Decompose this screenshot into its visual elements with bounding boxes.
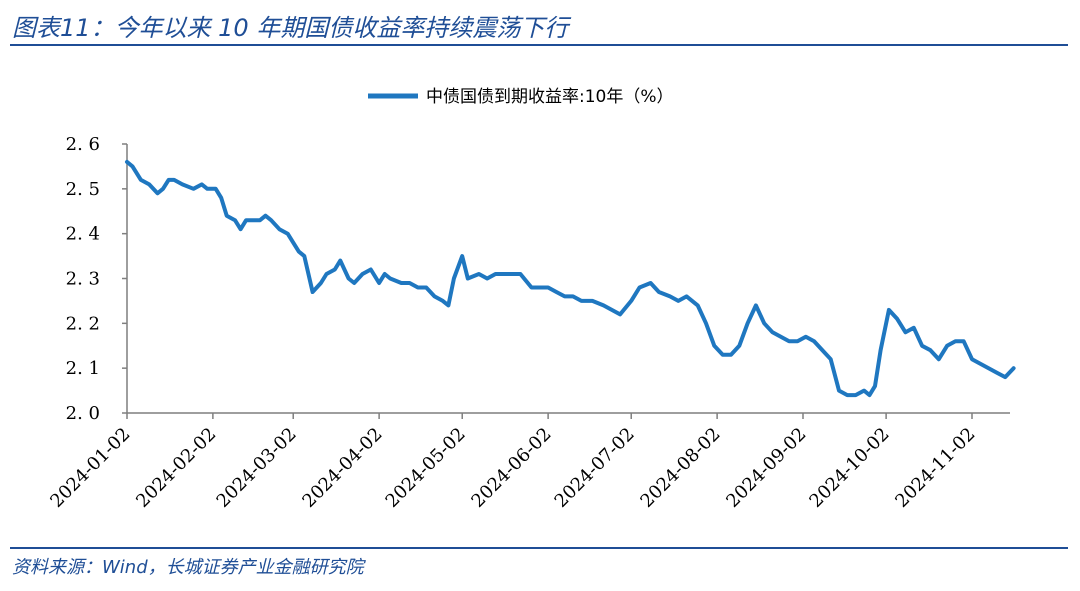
- y-tick-label: 2. 5: [66, 179, 100, 200]
- source-note: 资料来源：Wind，长城证券产业金融研究院: [12, 557, 364, 578]
- x-tick-label: 2024-10-02: [805, 424, 893, 512]
- x-tick-label: 2024-01-02: [46, 424, 134, 512]
- x-axis: 2024-01-022024-02-022024-03-022024-04-02…: [46, 413, 980, 512]
- y-tick-label: 2. 2: [66, 313, 100, 334]
- line-chart: 中债国债到期收益率:10年（%） 2. 02. 12. 22. 32. 42. …: [46, 87, 1016, 512]
- x-tick-label: 2024-05-02: [382, 424, 470, 512]
- x-tick-label: 2024-07-02: [551, 424, 639, 512]
- chart-title: 图表11：今年以来 10 年期国债收益率持续震荡下行: [12, 14, 569, 42]
- legend-label: 中债国债到期收益率:10年（%）: [426, 87, 674, 107]
- y-tick-label: 2. 0: [66, 403, 100, 424]
- x-tick-label: 2024-09-02: [722, 424, 810, 512]
- y-tick-label: 2. 6: [66, 134, 100, 155]
- legend: 中债国债到期收益率:10年（%）: [368, 87, 674, 107]
- y-tick-label: 2. 3: [66, 269, 100, 290]
- series-line: [125, 159, 1016, 398]
- x-tick-label: 2024-04-02: [298, 424, 386, 512]
- y-axis: 2. 0 2. 1 2. 2 2. 3 2. 4 2. 5 2. 6: [66, 134, 127, 424]
- x-tick-label: 2024-08-02: [636, 424, 724, 512]
- y-tick-label: 2. 4: [66, 224, 100, 245]
- x-tick-label: 2024-02-02: [132, 424, 220, 512]
- x-tick-label: 2024-06-02: [467, 424, 555, 512]
- x-tick-label: 2024-03-02: [213, 424, 301, 512]
- source-divider: [10, 547, 1068, 549]
- y-tick-label: 2. 1: [66, 358, 100, 379]
- x-tick-label: 2024-11-02: [891, 424, 979, 512]
- title-divider: [10, 44, 1068, 46]
